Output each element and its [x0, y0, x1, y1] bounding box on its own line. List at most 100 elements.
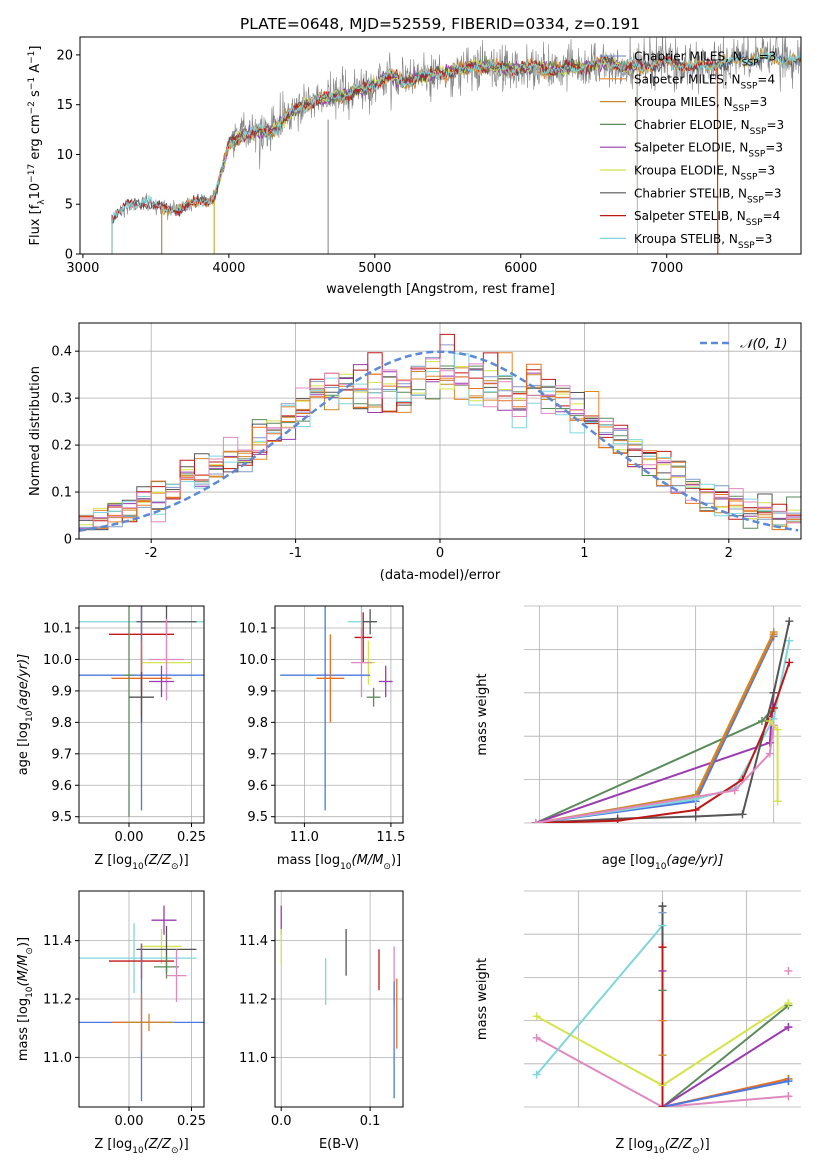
- errorbars-age_vs_mass: [280, 606, 393, 811]
- x-tick-label: 2: [725, 546, 733, 561]
- y-tick-label: 9.9: [51, 684, 72, 699]
- marker: [531, 819, 540, 823]
- y-tick-label: 9.5: [247, 810, 268, 825]
- y-tick-label: 11.4: [43, 934, 72, 949]
- y-axis-label: age [log10(age/yr)]: [16, 654, 35, 776]
- errorbars-age_vs_Z: [79, 606, 204, 817]
- y-tick-label: 9.8: [247, 716, 268, 731]
- x-tick-label: 11.5: [376, 830, 405, 845]
- legend-entry: 𝒩(0, 1): [740, 337, 787, 352]
- legend-entry: Chabrier ELODIE, NSSP=3: [634, 118, 784, 137]
- x-tick-label: 3000: [66, 261, 99, 276]
- x-tick-label: 6000: [504, 261, 537, 276]
- y-tick-label: 10.1: [43, 622, 72, 637]
- marker: [785, 658, 794, 667]
- frame-residuals: -2 -1 0 1 2 0 0.1 0.2 0.3 0.4: [51, 322, 802, 561]
- x-axis-label: (data-model)/error: [380, 568, 501, 583]
- y-tick-label: 9.5: [51, 810, 72, 825]
- legend-entry: Kroupa STELIB, NSSP=3: [634, 232, 772, 251]
- marker: [658, 1103, 667, 1107]
- errorbar-point: [354, 612, 372, 663]
- marker: [785, 636, 794, 645]
- y-tick-label: 15: [56, 98, 73, 113]
- x-tick-label: 1: [580, 546, 588, 561]
- y-axis-label: mass weight: [475, 958, 490, 1040]
- axes-frame: [78, 605, 205, 824]
- series-extra_pink: [535, 725, 775, 823]
- marker: [765, 738, 774, 747]
- marker: [730, 786, 739, 795]
- x-tick-label: 5000: [358, 261, 391, 276]
- lines-weight_vs_age: [531, 617, 794, 823]
- marker: [765, 717, 774, 726]
- y-tick-label: 0: [64, 533, 72, 548]
- y-tick-label: 0.4: [51, 345, 72, 360]
- errorbar-point: [149, 665, 174, 698]
- histogram-extra_pink: [79, 358, 801, 528]
- spectrum-lines: [111, 37, 801, 254]
- x-axis-label: Z [log10(Z/Z⊙)]: [615, 1137, 709, 1156]
- legend: Chabrier MILES, NSSP=3 Salpeter MILES, NS…: [600, 50, 784, 251]
- y-tick-label: 0.2: [51, 439, 72, 454]
- errorbar-point: [351, 628, 372, 698]
- errorbar-point: [280, 606, 371, 811]
- x-axis-label: mass [log10(M/M⊙)]: [277, 853, 401, 872]
- errorbar-point: [129, 672, 154, 723]
- axes-frame: [79, 36, 802, 255]
- frame-age_vs_Z: 0.00 0.25 9.5 9.6 9.7 9.8 9.9 10.0 10.1: [43, 605, 206, 845]
- series-salpeter-stelib: [535, 662, 791, 823]
- marker: [532, 1070, 541, 1079]
- x-tick-label: 0: [436, 546, 444, 561]
- y-tick-label: 10.0: [43, 653, 72, 668]
- y-axis-label: Flux [fλ10−17 erg cm−2 s−1 A−1]: [27, 46, 47, 246]
- y-axis-label: mass weight: [475, 673, 490, 755]
- x-axis-label: age [log10(age/yr)]: [602, 853, 724, 872]
- y-axis-label: mass [log10(M/M⊙)]: [16, 937, 35, 1061]
- x-tick-label: 7000: [650, 261, 683, 276]
- x-tick-label: 0.25: [177, 830, 206, 845]
- x-tick-label: 0.00: [115, 1114, 144, 1129]
- axes-age_vs_mass: [275, 606, 403, 823]
- y-tick-label: 0: [65, 248, 73, 263]
- figure-title: PLATE=0648, MJD=52559, FIBERID=0334, z=0…: [240, 15, 640, 33]
- x-axis-label: wavelength [Angstrom, rest frame]: [326, 282, 555, 297]
- legend-entry: Chabrier MILES, NSSP=3: [634, 50, 776, 69]
- x-tick-label: 4000: [212, 261, 245, 276]
- marker: [773, 725, 782, 734]
- y-tick-label: 5: [65, 198, 73, 213]
- y-axis-label: Normed distribution: [28, 366, 43, 496]
- y-tick-label: 11.4: [239, 934, 268, 949]
- x-axis-label: Z [log10(Z/Z⊙)]: [94, 1137, 188, 1156]
- frame-age_vs_mass: 11.0 11.5 9.5 9.6 9.7 9.8 9.9 10.0 10.1: [239, 605, 405, 845]
- errorbar-point: [124, 606, 134, 817]
- y-tick-label: 9.9: [247, 684, 268, 699]
- errorbar-point: [124, 1013, 174, 1032]
- series-salpeter-elodie: [661, 1026, 789, 1107]
- marker: [757, 717, 766, 726]
- y-tick-label: 11.0: [239, 1051, 268, 1066]
- frame-mass_vs_EBV: 0.0 0.1 11.0 11.2 11.4: [239, 890, 404, 1129]
- marker: [532, 1033, 541, 1042]
- errorbar-point: [149, 618, 184, 701]
- y-tick-label: 11.2: [43, 993, 72, 1008]
- errorbar-point: [79, 923, 197, 994]
- y-tick-label: 10: [56, 148, 73, 163]
- x-axis-label: E(B-V): [319, 1137, 359, 1152]
- legend-entry: Kroupa ELODIE, NSSP=3: [634, 164, 775, 183]
- x-tick-label: 0.25: [177, 1114, 206, 1129]
- y-tick-label: 9.7: [51, 747, 72, 762]
- series-chabrier-stelib: [535, 620, 791, 823]
- y-tick-label: 11.0: [43, 1051, 72, 1066]
- model-kroupa-stelib: [111, 50, 801, 254]
- y-tick-label: 10.0: [239, 653, 268, 668]
- x-tick-label: 11.0: [290, 830, 319, 845]
- frame-mass_vs_Z: 0.00 0.25 11.0 11.2 11.4: [43, 890, 206, 1129]
- legend-entry: Salpeter MILES, NSSP=4: [634, 72, 775, 91]
- series-extra_blue: [662, 1080, 789, 1107]
- errorbars-mass_vs_EBV: [280, 905, 398, 1099]
- marker: [613, 816, 622, 823]
- errorbars-mass_vs_Z: [79, 905, 204, 1102]
- errorbar-point: [151, 905, 177, 935]
- legend-entry: Salpeter ELODIE, NSSP=3: [634, 141, 783, 160]
- marker: [691, 805, 700, 814]
